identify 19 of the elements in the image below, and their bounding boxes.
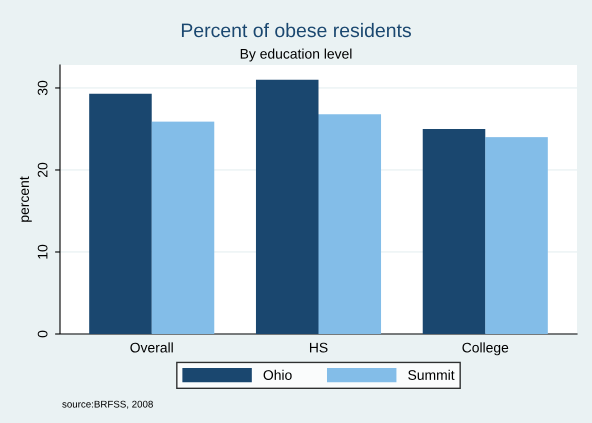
legend-label: Ohio [264,370,292,380]
bar [152,122,214,334]
bar [485,137,548,334]
y-tick-label: 30 [38,80,48,96]
bar [89,94,152,334]
legend-label: Summit [408,370,455,380]
x-tick-label: College [462,342,508,356]
y-axis-title: percent [20,176,32,222]
y-tick-label: 0 [38,330,48,338]
x-tick-label: Overall [130,342,173,353]
chart-title: Percent of obese residents [182,22,411,38]
bar [422,128,486,334]
y-tick-label: 20 [38,162,48,177]
y-tick-label: 10 [38,244,48,259]
chart-subtitle: By education level [240,48,352,62]
bar [318,114,382,334]
source-note: source:BRFSS, 2008 [62,400,153,409]
bar [256,80,318,334]
x-tick-label: HS [310,342,328,353]
